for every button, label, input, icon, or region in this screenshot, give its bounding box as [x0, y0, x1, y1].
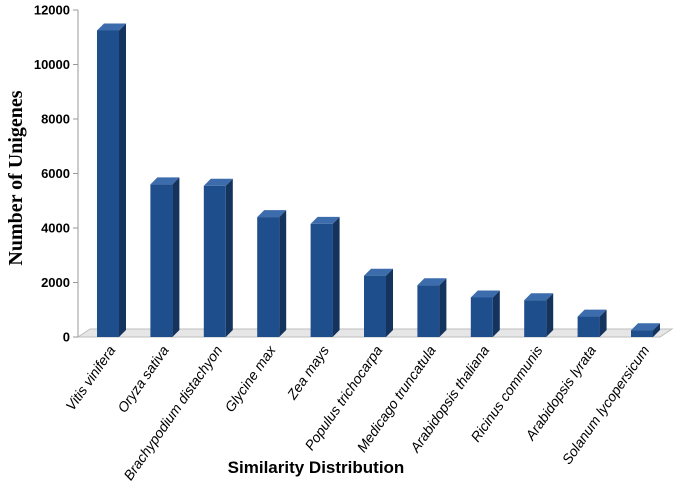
bar-top	[577, 309, 607, 317]
y-tick-label: 0	[63, 330, 70, 345]
y-tick-label: 6000	[41, 166, 70, 181]
bar-front	[257, 217, 280, 337]
bar-front	[150, 184, 173, 337]
bar-series	[97, 23, 660, 337]
bar	[631, 323, 660, 337]
bar-front	[417, 285, 440, 337]
y-tick-label: 8000	[41, 112, 70, 127]
y-tick-label: 2000	[41, 275, 70, 290]
x-axis-title: Similarity Distribution	[228, 458, 405, 477]
bar-top	[417, 278, 447, 286]
bar-top	[470, 290, 500, 298]
bar-front	[97, 30, 119, 337]
bar-top	[203, 178, 233, 186]
y-axis	[73, 9, 79, 338]
bar-front	[203, 185, 226, 337]
bar-front	[364, 275, 386, 337]
bar-side	[279, 210, 287, 337]
bar-side	[599, 309, 607, 337]
bar-side	[119, 23, 126, 337]
bar	[257, 210, 287, 337]
bar-top	[364, 268, 393, 276]
bar	[577, 309, 607, 337]
bar-side	[439, 278, 447, 337]
y-axis-title: Number of Unigenes	[5, 90, 27, 265]
y-tick-labels: 0 2000 4000 6000 8000 10000 12000	[34, 3, 70, 345]
bar	[364, 268, 393, 337]
y-tick-label: 10000	[34, 57, 70, 72]
x-category-label: Vitis vinifera	[62, 342, 118, 413]
bar	[310, 216, 340, 337]
x-category-label: Oryza sativa	[114, 342, 172, 415]
bar	[150, 177, 180, 337]
bar-side	[546, 293, 554, 337]
bar-front	[470, 297, 493, 337]
bar-side	[492, 290, 500, 337]
y-tick-label: 4000	[41, 221, 70, 236]
bar-top	[310, 216, 340, 224]
x-category-label: Glycine max	[221, 342, 279, 415]
bar-side	[653, 323, 660, 337]
bar-top	[631, 323, 660, 331]
bar-side	[332, 216, 340, 337]
bar-front	[631, 330, 653, 337]
bar-front	[577, 316, 600, 337]
bar-front	[524, 300, 547, 337]
bar-front	[310, 223, 333, 337]
bar-side	[225, 178, 233, 337]
bar-top	[150, 177, 180, 185]
bar	[470, 290, 500, 337]
bar-top	[97, 23, 126, 31]
bar-top	[524, 293, 554, 301]
bar	[97, 23, 126, 337]
bar	[417, 278, 447, 337]
bar-top	[257, 210, 287, 218]
bar	[524, 293, 554, 337]
x-category-label: Brachypodium distachyon	[120, 342, 225, 483]
y-tick-label: 12000	[34, 3, 70, 18]
x-category-label: Zea mays	[283, 343, 332, 403]
bar-side	[172, 177, 180, 337]
bar-side	[386, 268, 393, 337]
bar	[203, 178, 233, 337]
